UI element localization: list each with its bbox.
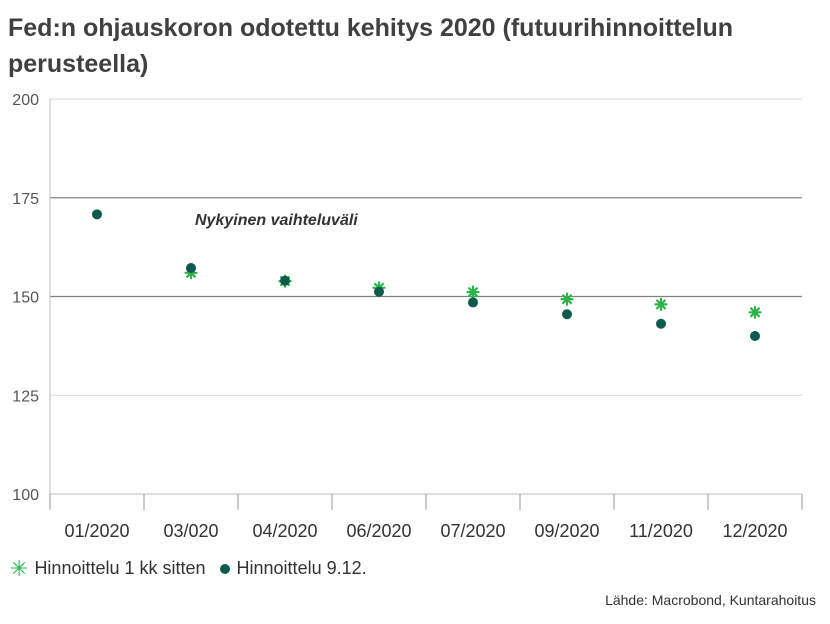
data-point-dot bbox=[750, 331, 760, 341]
legend-label-dot: Hinnoittelu 9.12. bbox=[236, 558, 367, 578]
data-point-star bbox=[748, 305, 762, 319]
y-tick-label: 200 bbox=[12, 92, 39, 109]
y-tick-label: 175 bbox=[12, 191, 39, 208]
y-tick-label: 100 bbox=[12, 487, 39, 504]
data-point-dot bbox=[280, 275, 290, 286]
legend-item-dot: Hinnoittelu 9.12. bbox=[219, 558, 367, 579]
dot-marker-icon bbox=[219, 563, 230, 574]
x-tick-label: 01/2020 bbox=[64, 521, 129, 541]
marks-layer bbox=[92, 209, 762, 341]
x-tick-label: 07/2020 bbox=[440, 521, 505, 541]
data-point-dot bbox=[562, 309, 572, 320]
star-marker-icon: ✳ bbox=[10, 555, 29, 581]
data-point-star bbox=[654, 297, 668, 311]
grid-layer bbox=[50, 98, 802, 396]
axis-layer: 100 125 150 175 200 01/2020 03/020 04/2020 06/20… bbox=[12, 92, 803, 541]
x-tick-label: 06/2020 bbox=[346, 521, 411, 541]
data-point-dot bbox=[186, 263, 196, 274]
legend-label-star: Hinnoittelu 1 kk sitten bbox=[34, 558, 206, 578]
data-point-star bbox=[466, 285, 480, 299]
data-point-star bbox=[560, 292, 574, 306]
y-tick-label: 150 bbox=[12, 290, 39, 307]
x-tick-label: 09/2020 bbox=[534, 521, 599, 541]
y-tick-label: 125 bbox=[12, 388, 39, 405]
data-point-dot bbox=[374, 286, 384, 297]
chart-title: Fed:n ohjauskoron odotettu kehitys 2020 … bbox=[8, 14, 733, 78]
x-tick-label: 04/2020 bbox=[252, 521, 317, 541]
legend-item-star: ✳ Hinnoittelu 1 kk sitten bbox=[10, 555, 206, 581]
data-point-dot bbox=[656, 318, 666, 329]
range-annotation: Nykyinen vaihteluväli bbox=[195, 212, 358, 229]
data-point-dot bbox=[92, 209, 102, 220]
legend: ✳ Hinnoittelu 1 kk sitten Hinnoittelu 9.… bbox=[10, 555, 381, 581]
x-tick-label: 03/020 bbox=[163, 521, 218, 541]
data-point-dot bbox=[468, 297, 478, 308]
x-tick-label: 12/2020 bbox=[722, 521, 787, 541]
x-tick-label: 11/2020 bbox=[629, 521, 693, 541]
source-note: Lähde: Macrobond, Kuntarahoitus bbox=[605, 592, 816, 608]
